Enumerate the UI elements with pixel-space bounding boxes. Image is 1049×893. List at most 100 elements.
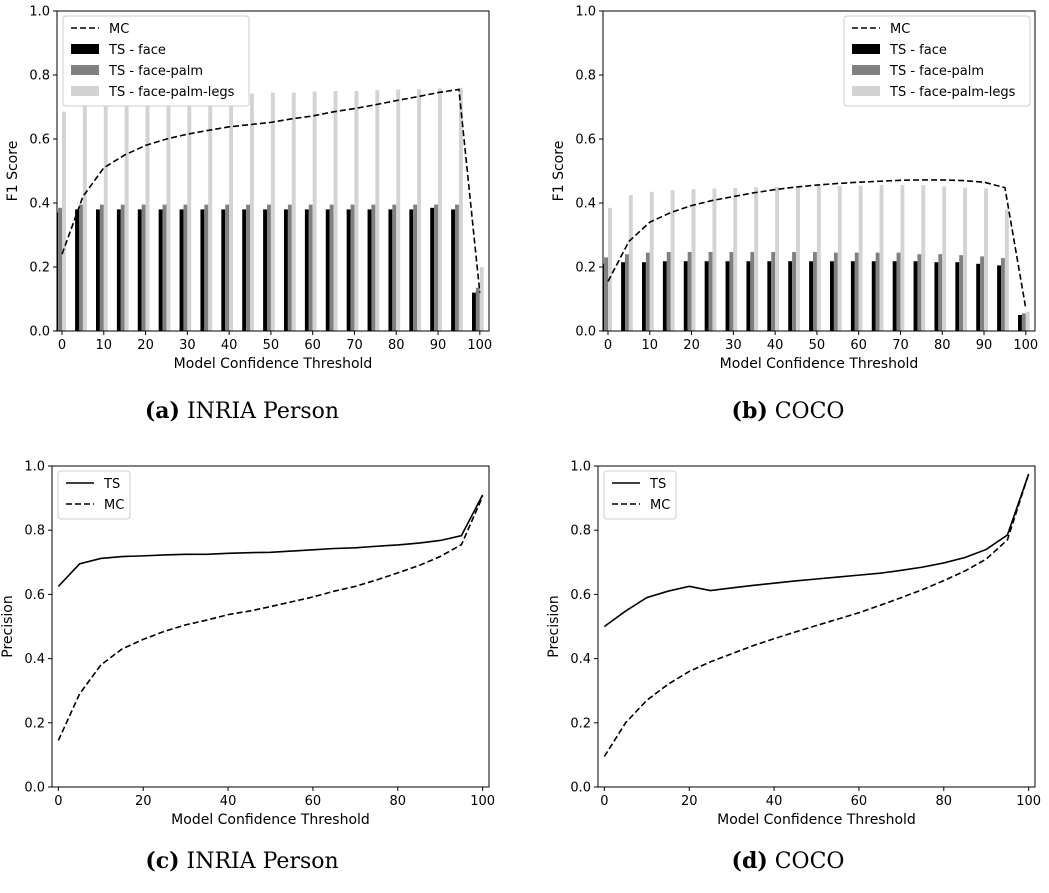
y-tick-label: 0.0 [24, 781, 45, 796]
line-ts [57, 494, 484, 587]
bar-ts-face-palm-legs-35 [754, 187, 759, 331]
panel-caption: (d) COCO [688, 848, 888, 874]
panel-caption: (a) INRIA Person [142, 398, 342, 424]
bar-ts-face-10 [641, 262, 646, 331]
legend-box [62, 15, 250, 107]
bar-ts-face-palm-20 [141, 204, 146, 331]
x-tick-label: 60 [304, 338, 321, 353]
bar-ts-face-palm-legs-90 [438, 88, 442, 331]
legend-label: MC [890, 22, 910, 37]
y-tick-label: 0.6 [575, 133, 596, 148]
caption-label: (d) [731, 848, 768, 874]
x-tick-label: 0 [54, 794, 62, 809]
bar-ts-face-50 [809, 261, 814, 331]
bar-ts-face-palm-legs-0 [62, 111, 66, 331]
bar-ts-face-25 [704, 261, 709, 331]
bar-ts-face-palm-legs-65 [333, 91, 338, 331]
bar-ts-face-palm-legs-25 [712, 188, 717, 331]
x-tick-label: 10 [96, 338, 113, 353]
bar-ts-face-35 [746, 261, 751, 331]
bar-ts-face-palm-legs-5 [628, 195, 633, 331]
bar-ts-face-30 [725, 261, 730, 331]
bar-ts-face-palm-35 [204, 204, 209, 331]
bar-ts-face-palm-legs-50 [270, 92, 275, 331]
bar-ts-face-palm-5 [625, 254, 629, 331]
caption-text: COCO [767, 399, 845, 424]
legend-swatch [852, 65, 880, 75]
bar-ts-face-40 [767, 261, 772, 331]
bar-ts-face-95 [997, 265, 1002, 331]
x-tick-label: 0 [58, 338, 66, 353]
legend-swatch [71, 44, 99, 54]
legend-label: MC [109, 22, 129, 37]
bar-ts-face-55 [830, 261, 834, 331]
x-tick-label: 50 [263, 338, 280, 353]
legend-label: TS - face [889, 43, 947, 58]
bar-ts-face-palm-70 [350, 204, 355, 331]
x-axis-label: Model Confidence Threshold [174, 356, 373, 372]
bar-ts-face-palm-50 [813, 251, 817, 331]
x-tick-label: 90 [976, 338, 993, 353]
plot-area [603, 179, 1030, 331]
x-tick-label: 70 [892, 338, 909, 353]
legend-label: MC [104, 498, 124, 513]
legend-swatch [852, 44, 880, 54]
legend-label: TS - face-palm [889, 64, 984, 79]
x-tick-label: 80 [934, 338, 951, 353]
legend-swatch [852, 86, 880, 96]
panel-caption: (c) INRIA Person [142, 848, 342, 874]
x-tick-label: 40 [221, 338, 238, 353]
x-tick-label: 40 [220, 794, 237, 809]
bar-ts-face-palm-10 [99, 204, 104, 331]
x-tick-label: 20 [137, 338, 154, 353]
x-tick-label: 30 [725, 338, 742, 353]
caption-label: (c) [145, 848, 180, 874]
bar-ts-face-70 [892, 261, 897, 331]
y-tick-label: 0.6 [29, 133, 50, 148]
bar-ts-face-75 [913, 261, 918, 331]
bar-ts-face-30 [179, 209, 184, 331]
axes-frame [602, 10, 1036, 332]
legend: MC TS - face TS - face-palm TS - face-palm-… [843, 15, 1031, 107]
y-tick-label: 1.0 [29, 5, 50, 20]
bar-ts-face-palm-65 [875, 252, 880, 331]
x-tick-label: 40 [767, 338, 784, 353]
chart-panel-2: 0 20 40 60 80 100 0.0 0.2 0.4 0.6 0.8 1.0 Model Conf… [0, 460, 495, 829]
axes-frame [56, 10, 490, 332]
y-axis-label: Precision [0, 595, 16, 657]
legend-label: TS - face [108, 43, 166, 58]
bar-ts-face-palm-100 [1021, 313, 1026, 331]
bar-ts-face-20 [137, 209, 142, 331]
y-tick-label: 0.8 [570, 524, 591, 539]
bar-ts-face-0 [57, 212, 59, 331]
axes-frame [597, 465, 1036, 788]
bar-ts-face-palm-95 [455, 204, 459, 331]
chart-panel-1: 0 10 20 30 40 50 60 70 80 90 100 0.0 0.2 0.4 0.6 0.8 1.0… [551, 5, 1038, 373]
bar-ts-face-palm-45 [792, 251, 797, 331]
bar-ts-face-palm-legs-0 [608, 207, 612, 331]
legend-swatch [71, 65, 99, 75]
bar-ts-face-100 [1018, 315, 1022, 331]
bar-ts-face-palm-legs-35 [208, 94, 213, 331]
y-tick-label: 0.4 [575, 197, 596, 212]
legend: TS MC [603, 470, 677, 520]
bar-ts-face-5 [75, 209, 80, 331]
panel-caption: (b) COCO [688, 398, 888, 424]
bar-ts-face-palm-legs-25 [166, 95, 171, 331]
x-tick-label: 60 [305, 794, 322, 809]
x-tick-label: 80 [388, 338, 405, 353]
bar-ts-face-palm-0 [604, 257, 609, 331]
y-tick-label: 0.2 [575, 261, 596, 276]
bar-ts-face-palm-legs-45 [796, 186, 800, 331]
bar-ts-face-65 [871, 261, 876, 331]
legend-label: TS [103, 477, 120, 492]
bar-ts-face-85 [955, 262, 960, 331]
legend: TS MC [57, 470, 131, 520]
bar-ts-face-palm-30 [729, 251, 734, 331]
legend-label: TS - face-palm-legs [108, 85, 235, 100]
bar-ts-face-palm-0 [58, 207, 63, 331]
y-tick-label: 0.6 [570, 588, 591, 603]
x-tick-label: 20 [681, 794, 698, 809]
bar-ts-face-50 [263, 209, 268, 331]
x-tick-label: 100 [1016, 794, 1041, 809]
